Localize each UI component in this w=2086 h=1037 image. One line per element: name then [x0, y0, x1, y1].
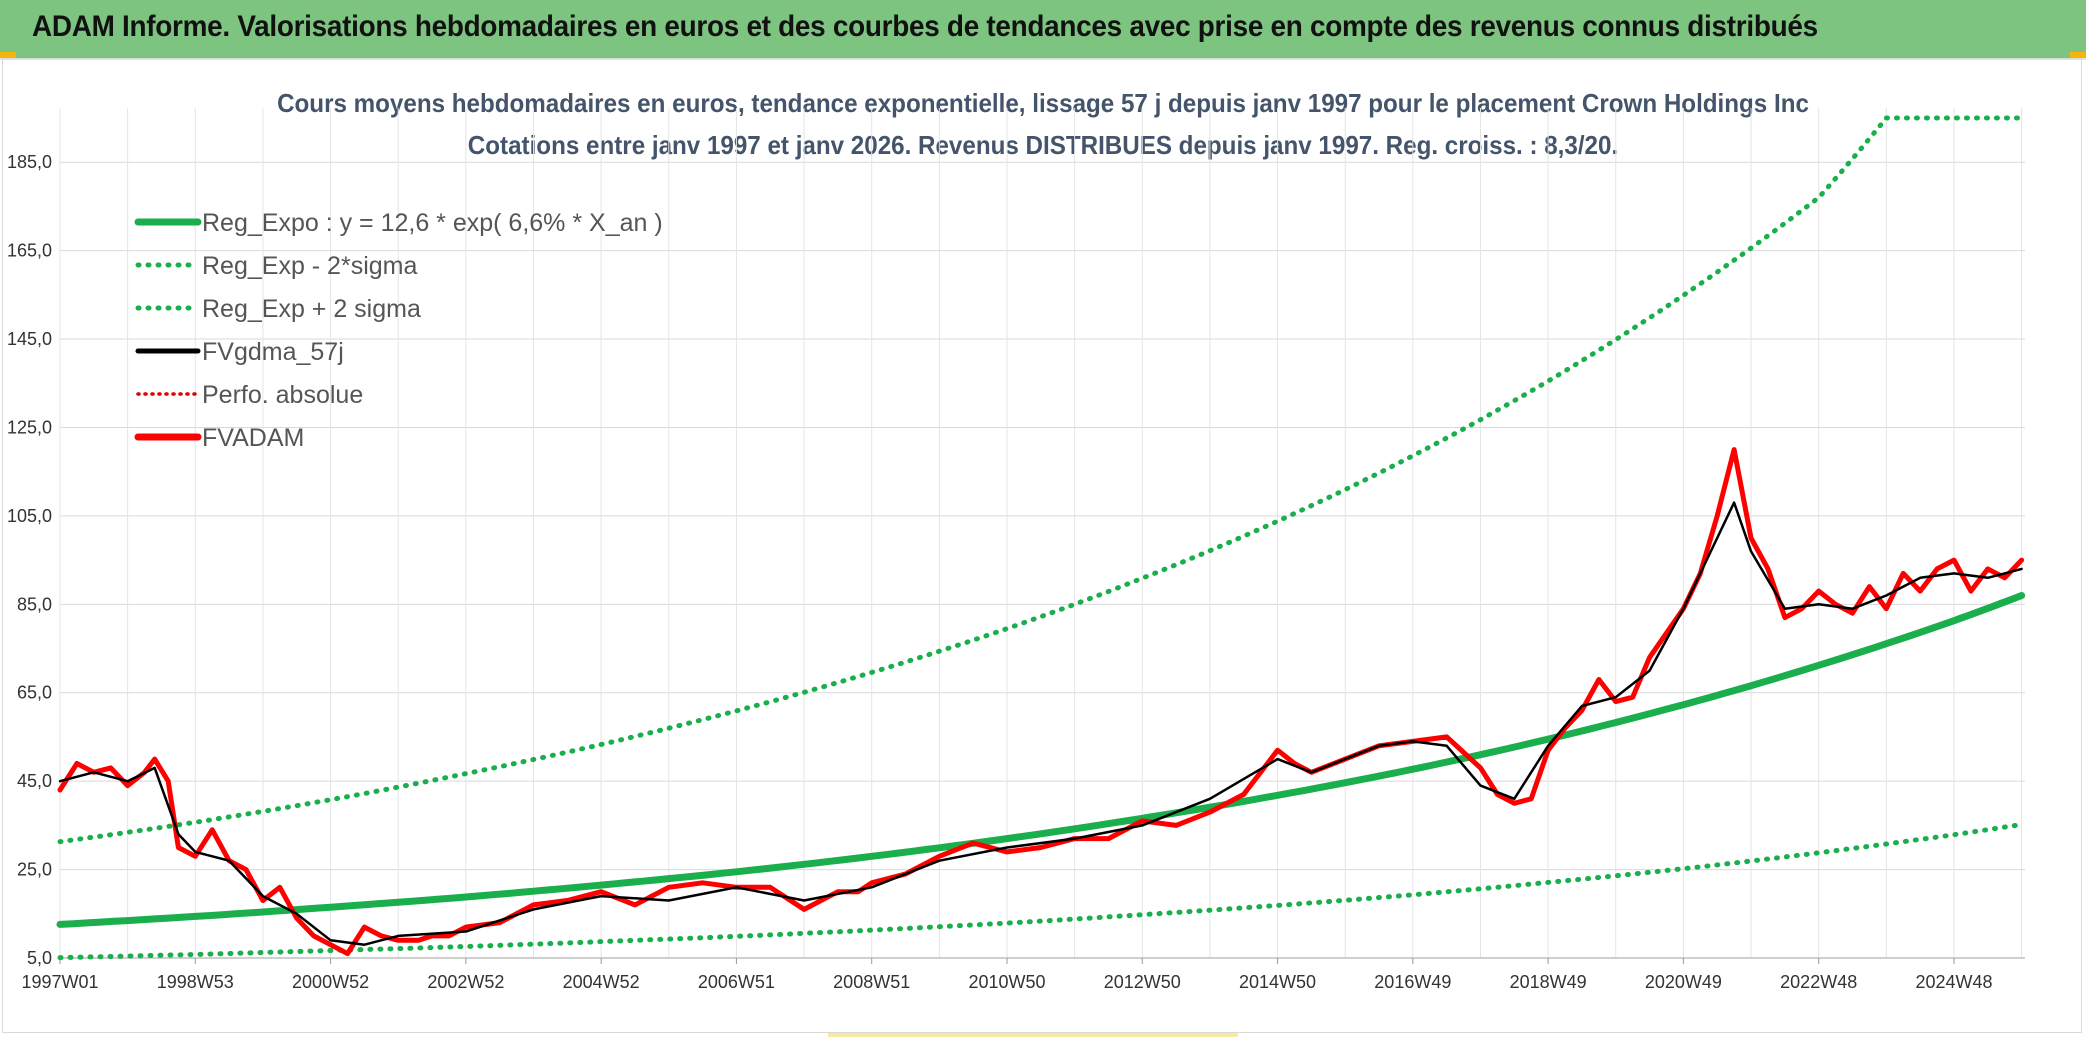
report-title: ADAM Informe. Valorisations hebdomadaire… [32, 10, 1818, 43]
y-tick-label: 145,0 [7, 329, 52, 349]
y-tick-label: 85,0 [17, 594, 52, 614]
x-tick-label: 2022W48 [1780, 972, 1857, 992]
y-tick-label: 65,0 [17, 683, 52, 703]
y-tick-label: 45,0 [17, 771, 52, 791]
y-tick-label: 25,0 [17, 860, 52, 880]
legend-label: Reg_Exp + 2 sigma [202, 295, 421, 323]
x-tick-label: 2006W51 [698, 972, 775, 992]
x-axis-ticks: 1997W01 1998W53 2000W52 2002W52 2004W52 2006W… [21, 958, 1993, 992]
chart-frame [2, 58, 2082, 1033]
x-tick-label: 2004W52 [563, 972, 640, 992]
series-reg-expo [56, 592, 2026, 928]
series-fvadam [57, 447, 2025, 957]
x-tick-label: 1998W53 [157, 972, 234, 992]
legend-label: FVADAM [202, 424, 304, 452]
report-header: ADAM Informe. Valorisations hebdomadaire… [0, 0, 2086, 60]
y-tick-label: 125,0 [7, 417, 52, 437]
bottom-accent-bar [828, 1033, 1238, 1037]
series-fvgdma-57j [58, 501, 2023, 946]
legend-label: Reg_Exp - 2*sigma [202, 252, 417, 280]
series-reg-minus-2sigma [57, 822, 2025, 961]
x-tick-label: 2010W50 [968, 972, 1045, 992]
legend: Reg_Expo : y = 12,6 * exp( 6,6% * X_an )… [134, 209, 663, 452]
y-tick-label: 185,0 [7, 152, 52, 172]
series-reg-plus-2sigma [57, 115, 2025, 845]
y-tick-label: 5,0 [27, 948, 52, 968]
corner-marker-left [0, 52, 16, 58]
legend-label: Perfo. absolue [202, 381, 363, 409]
x-tick-label: 2018W49 [1510, 972, 1587, 992]
x-tick-label: 2024W48 [1915, 972, 1992, 992]
legend-label: FVgdma_57j [202, 338, 344, 366]
x-tick-label: 1997W01 [21, 972, 98, 992]
y-axis-ticks: 185,0 165,0 145,0 125,0 105,0 85,0 65,0 45,0 25,… [7, 152, 52, 968]
y-tick-label: 105,0 [7, 506, 52, 526]
corner-marker-right [2070, 52, 2086, 58]
x-tick-label: 2002W52 [427, 972, 504, 992]
x-tick-label: 2008W51 [833, 972, 910, 992]
grid-lines [59, 108, 2025, 959]
x-tick-label: 2014W50 [1239, 972, 1316, 992]
series-lines [56, 115, 2026, 961]
x-tick-label: 2016W49 [1374, 972, 1451, 992]
x-tick-label: 2020W49 [1645, 972, 1722, 992]
chart-subtitle: Cotations entre janv 1997 et janv 2026. … [467, 130, 1619, 160]
x-tick-label: 2012W50 [1104, 972, 1181, 992]
y-tick-label: 165,0 [7, 241, 52, 261]
legend-label: Reg_Expo : y = 12,6 * exp( 6,6% * X_an ) [202, 209, 663, 237]
x-tick-label: 2000W52 [292, 972, 369, 992]
chart-title: Cours moyens hebdomadaires en euros, ten… [277, 88, 1809, 118]
